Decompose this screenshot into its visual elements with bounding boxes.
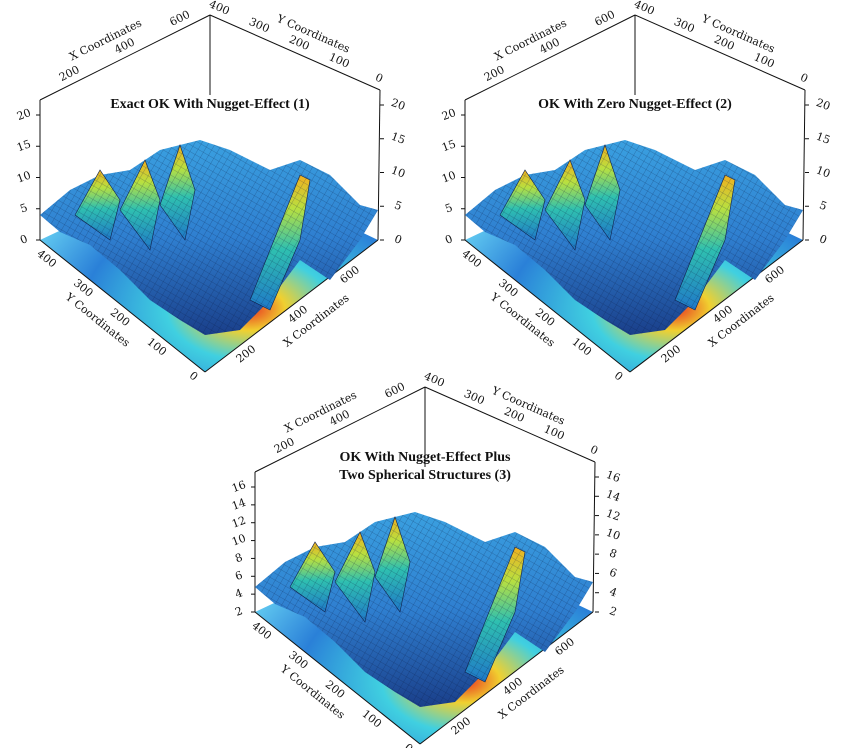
axis-line: [204, 239, 379, 373]
z-tick-label: 15: [15, 137, 33, 154]
axis-label: Y Coordinates: [489, 384, 567, 428]
z-tick-label: 15: [389, 130, 407, 147]
tick-label: 100: [752, 50, 776, 70]
panel: Exact OK With Nugget-Effect (1)200400600…: [15, 0, 407, 384]
axis-line: [464, 14, 636, 101]
tick-label: 400: [422, 369, 446, 389]
tick-label: 100: [327, 50, 351, 70]
z-tick-label: 20: [15, 106, 33, 123]
surface-mesh: [500, 170, 545, 240]
tick-label: 0: [798, 71, 810, 86]
surface-mesh: [545, 160, 585, 250]
surface-mesh: [290, 542, 335, 612]
tick-label: 0: [612, 369, 626, 384]
z-tick-label: 10: [604, 526, 622, 543]
z-tick-label: 16: [230, 478, 248, 495]
z-tick-label: 5: [818, 198, 829, 213]
axis-line: [209, 14, 381, 91]
tick-label: 0: [373, 71, 385, 86]
z-tick-label: 0: [18, 232, 29, 247]
tick-label: 0: [588, 443, 600, 458]
axis-line: [419, 611, 594, 745]
panel-title: Two Spherical Structures (3): [339, 468, 511, 483]
z-tick-label: 4: [608, 585, 619, 600]
surface-mesh: [250, 175, 310, 310]
z-tick-label: 0: [818, 232, 829, 247]
z-tick-label: 8: [233, 551, 244, 566]
surface-mesh: [335, 532, 375, 622]
tick-label: 0: [187, 369, 201, 384]
z-tick-label: 14: [604, 487, 622, 504]
tick-label: 100: [542, 422, 566, 442]
panel: OK With Nugget-Effect Plus Two Spherical …: [230, 369, 622, 752]
panel-title: OK With Nugget-Effect Plus: [340, 450, 512, 465]
tick-label: 300: [247, 15, 271, 35]
z-tick-label: 20: [440, 106, 458, 123]
z-tick-label: 0: [443, 232, 454, 247]
z-tick-label: 20: [814, 96, 832, 113]
z-tick-label: 8: [608, 546, 619, 561]
z-tick-label: 12: [230, 514, 248, 531]
axis-line: [634, 14, 806, 91]
z-tick-label: 20: [389, 96, 407, 113]
surface-mesh: [160, 145, 195, 240]
z-tick-label: 6: [608, 566, 619, 581]
z-tick-label: 15: [440, 137, 458, 154]
axis-label: Y Coordinates: [274, 12, 352, 56]
axis-line: [802, 89, 806, 241]
axis-line: [592, 461, 596, 613]
z-tick-label: 10: [230, 532, 248, 549]
axis-line: [39, 239, 206, 373]
z-tick-label: 16: [604, 468, 622, 485]
tick-label: 0: [402, 741, 416, 748]
axis-line: [629, 239, 804, 373]
panel-title: Exact OK With Nugget-Effect (1): [110, 97, 310, 112]
axis-line: [254, 611, 421, 745]
axis-line: [39, 14, 211, 101]
z-tick-label: 10: [389, 164, 407, 181]
z-tick-label: 6: [233, 569, 244, 584]
tick-label: 300: [672, 15, 696, 35]
surface-mesh: [40, 140, 378, 335]
tick-label: 300: [462, 387, 486, 407]
z-tick-label: 14: [230, 496, 248, 513]
z-tick-label: 4: [233, 586, 244, 601]
z-tick-label: 5: [18, 201, 29, 216]
surface-mesh: [465, 140, 803, 335]
surface-mesh: [75, 170, 120, 240]
z-tick-label: 2: [608, 604, 619, 619]
surface-mesh: [675, 175, 735, 310]
z-tick-label: 15: [814, 130, 832, 147]
panel-title: OK With Zero Nugget-Effect (2): [538, 97, 732, 112]
z-tick-label: 10: [814, 164, 832, 181]
surface-mesh: [465, 547, 525, 682]
surface-mesh: [255, 512, 593, 707]
axis-label: Y Coordinates: [699, 12, 777, 56]
z-tick-label: 5: [393, 198, 404, 213]
z-tick-label: 5: [443, 201, 454, 216]
axis-line: [464, 239, 631, 373]
axis-line: [254, 386, 426, 473]
surface-mesh: [585, 145, 620, 240]
z-tick-label: 10: [440, 169, 458, 186]
panel: OK With Zero Nugget-Effect (2)200400600X…: [440, 0, 832, 384]
z-tick-label: 12: [604, 507, 622, 524]
surface-mesh: [375, 517, 410, 612]
axis-line: [377, 89, 381, 241]
z-tick-label: 10: [15, 169, 33, 186]
surface-mesh: [120, 160, 160, 250]
axis-line: [424, 386, 596, 463]
z-tick-label: 0: [393, 232, 404, 247]
z-tick-label: 2: [233, 604, 244, 619]
